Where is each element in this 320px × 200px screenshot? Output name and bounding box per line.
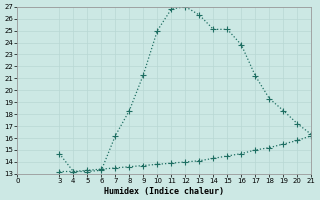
X-axis label: Humidex (Indice chaleur): Humidex (Indice chaleur) bbox=[104, 187, 224, 196]
